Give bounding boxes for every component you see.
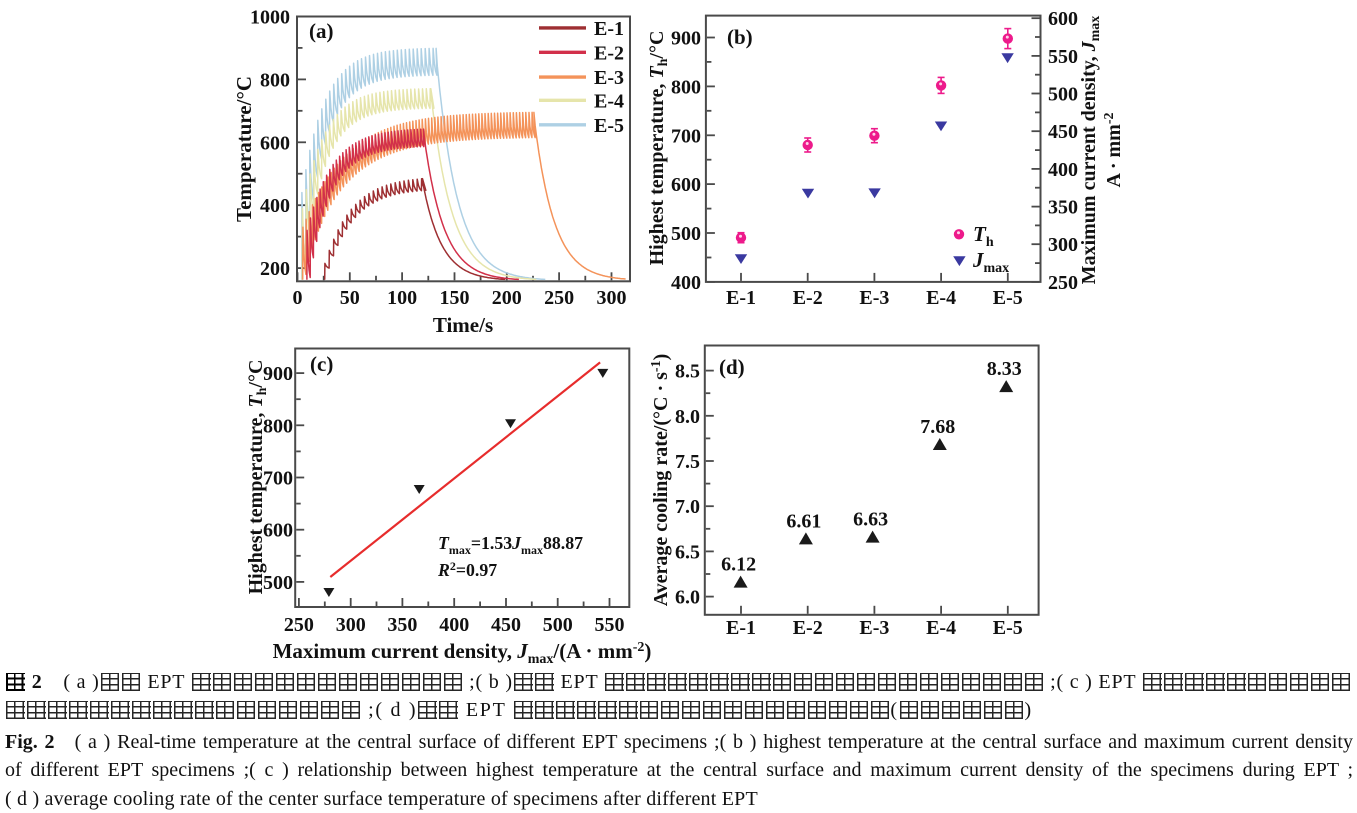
svg-text:E-3: E-3: [594, 67, 624, 89]
svg-text:8.0: 8.0: [675, 406, 700, 428]
svg-text:600: 600: [260, 132, 290, 154]
svg-text:200: 200: [260, 258, 290, 280]
svg-text:Time/s: Time/s: [433, 313, 493, 337]
svg-text:800: 800: [260, 69, 290, 91]
svg-text:E-1: E-1: [726, 287, 756, 309]
svg-text:800: 800: [263, 415, 293, 437]
svg-text:250: 250: [544, 287, 574, 309]
svg-text:300: 300: [336, 614, 366, 636]
svg-text:600: 600: [263, 520, 293, 542]
svg-text:250: 250: [284, 614, 314, 636]
svg-text:7.5: 7.5: [675, 451, 700, 473]
svg-text:Maximum current density, Jmax/: Maximum current density, Jmax/(A · mm-2): [273, 639, 652, 664]
svg-text:E-2: E-2: [793, 617, 823, 639]
svg-text:E-1: E-1: [726, 617, 756, 639]
svg-text:250: 250: [1048, 272, 1078, 294]
svg-text:0: 0: [293, 287, 303, 309]
svg-text:E-1: E-1: [594, 18, 624, 40]
svg-text:6.63: 6.63: [853, 509, 888, 531]
svg-text:E-4: E-4: [926, 617, 956, 639]
svg-text:7.68: 7.68: [920, 416, 955, 438]
svg-text:Tmax=1.53Jmax88.87: Tmax=1.53Jmax88.87: [438, 533, 583, 557]
svg-text:6.5: 6.5: [675, 541, 700, 563]
svg-text:900: 900: [671, 28, 701, 50]
svg-text:Th: Th: [973, 222, 994, 250]
svg-text:500: 500: [671, 223, 701, 245]
svg-text:Highest temperature, Th/°C: Highest temperature, Th/°C: [245, 360, 270, 595]
svg-text:450: 450: [491, 614, 521, 636]
svg-text:700: 700: [671, 125, 701, 147]
svg-text:500: 500: [1048, 84, 1078, 106]
svg-text:(a): (a): [309, 19, 334, 43]
svg-text:6.0: 6.0: [675, 587, 700, 609]
svg-text:E-5: E-5: [993, 287, 1023, 309]
svg-text:8.33: 8.33: [987, 358, 1022, 380]
svg-text:400: 400: [439, 614, 469, 636]
svg-text:100: 100: [387, 287, 417, 309]
svg-text:6.12: 6.12: [721, 554, 756, 576]
svg-text:350: 350: [1048, 197, 1078, 219]
svg-text:Highest temperature, Th/°C: Highest temperature, Th/°C: [646, 31, 671, 266]
svg-text:150: 150: [440, 287, 470, 309]
svg-text:Maximum current density, Jmax: Maximum current density, Jmax: [1078, 16, 1103, 285]
svg-text:(c): (c): [310, 352, 333, 376]
svg-text:E-4: E-4: [594, 90, 624, 112]
svg-text:400: 400: [671, 272, 701, 294]
svg-text:550: 550: [595, 614, 625, 636]
svg-text:500: 500: [543, 614, 573, 636]
svg-text:50: 50: [340, 287, 360, 309]
svg-text:(b): (b): [727, 25, 753, 49]
svg-text:700: 700: [263, 468, 293, 490]
svg-text:Temperature/°C: Temperature/°C: [232, 76, 256, 222]
svg-text:E-5: E-5: [594, 115, 624, 137]
svg-text:300: 300: [597, 287, 627, 309]
svg-text:E-2: E-2: [594, 42, 624, 64]
svg-text:(d): (d): [719, 355, 745, 379]
svg-text:200: 200: [492, 287, 522, 309]
svg-text:400: 400: [1048, 159, 1078, 181]
svg-text:550: 550: [1048, 46, 1078, 68]
svg-text:Average cooling rate/(°C · s-1: Average cooling rate/(°C · s-1): [649, 354, 672, 607]
svg-text:E-2: E-2: [793, 287, 823, 309]
svg-text:E-4: E-4: [926, 287, 956, 309]
svg-text:8.5: 8.5: [675, 361, 700, 383]
svg-text:350: 350: [387, 614, 417, 636]
svg-text:500: 500: [263, 572, 293, 594]
svg-text:900: 900: [263, 363, 293, 385]
svg-text:300: 300: [1048, 234, 1078, 256]
svg-text:Jmax: Jmax: [972, 248, 1009, 276]
svg-text:E-5: E-5: [993, 617, 1023, 639]
svg-text:1000: 1000: [250, 7, 290, 29]
svg-text:E-3: E-3: [859, 287, 889, 309]
svg-text:6.61: 6.61: [786, 510, 821, 532]
svg-text:R2=0.97: R2=0.97: [437, 559, 497, 580]
svg-text:400: 400: [260, 195, 290, 217]
svg-text:600: 600: [1048, 8, 1078, 30]
svg-text:800: 800: [671, 76, 701, 98]
svg-text:450: 450: [1048, 121, 1078, 143]
svg-text:E-3: E-3: [859, 617, 889, 639]
svg-text:A · mm-2: A · mm-2: [1102, 112, 1125, 187]
svg-text:600: 600: [671, 174, 701, 196]
svg-text:7.0: 7.0: [675, 496, 700, 518]
